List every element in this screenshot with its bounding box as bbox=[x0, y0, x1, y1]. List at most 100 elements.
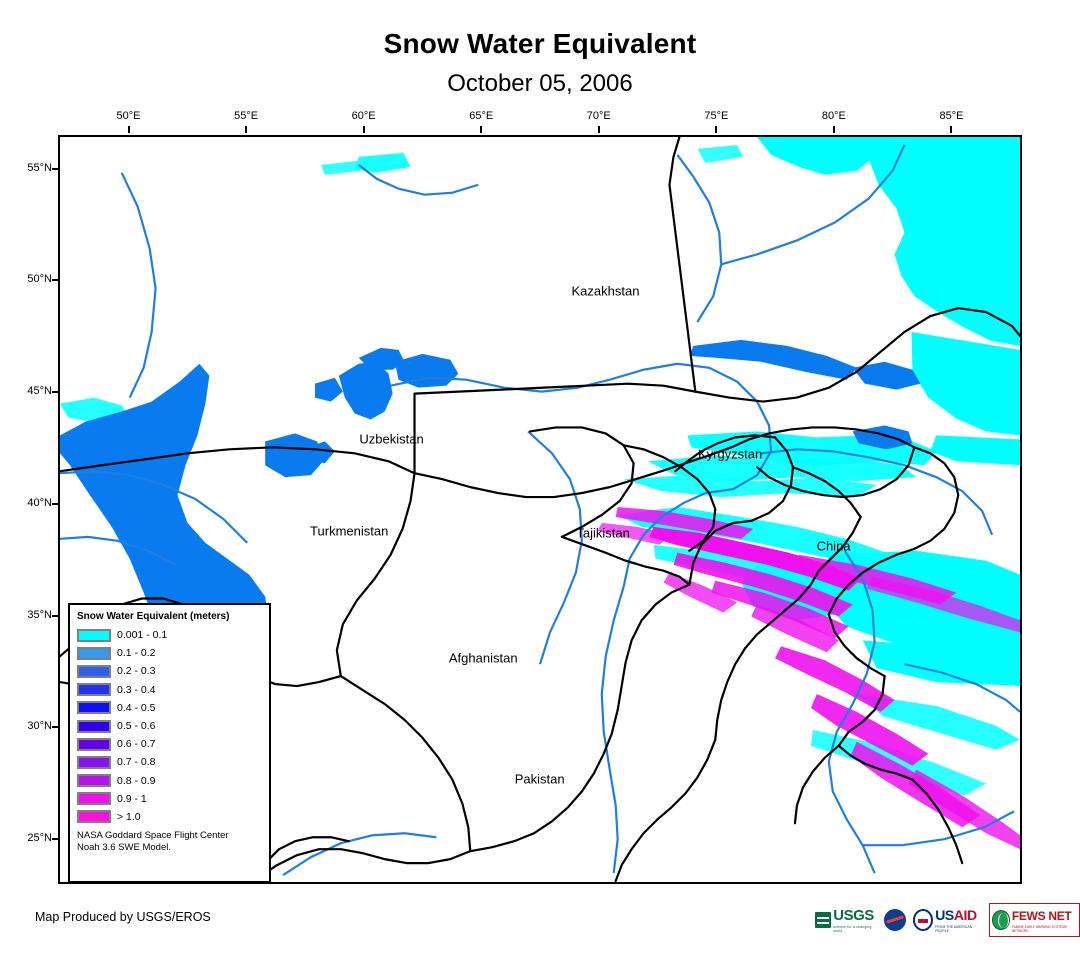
legend-swatch bbox=[77, 737, 111, 751]
lat-tick-label: 40°N bbox=[27, 496, 52, 509]
lon-tick-mark bbox=[245, 126, 248, 133]
rivers-layer bbox=[60, 144, 1020, 876]
legend-row[interactable]: 0.2 - 0.3 bbox=[77, 662, 262, 680]
agency-logos: USGS science for a changing world USAID … bbox=[815, 903, 1080, 937]
country-label-tajikistan: Tajikistan bbox=[576, 525, 630, 541]
legend-note-line2: Noah 3.6 SWE Model. bbox=[77, 842, 171, 854]
lat-tick-mark bbox=[52, 502, 59, 505]
lon-tick-label: 55°E bbox=[234, 110, 259, 122]
legend-row[interactable]: 0.8 - 0.9 bbox=[77, 772, 262, 790]
lat-tick-label: 55°N bbox=[27, 161, 52, 174]
legend-swatch bbox=[77, 774, 111, 788]
country-label-china: China bbox=[816, 538, 851, 554]
country-label-turkmenistan: Turkmenistan bbox=[310, 523, 389, 538]
country-label-uzbekistan: Uzbekistan bbox=[359, 431, 424, 447]
fews-logo-tagline: FAMINE EARLY WARNING SYSTEMS NETWORK bbox=[1011, 925, 1068, 933]
usgs-wave-icon bbox=[815, 912, 832, 928]
lat-tick-mark bbox=[52, 279, 59, 282]
nasa-logo[interactable] bbox=[884, 905, 907, 935]
legend-row[interactable]: 0.3 - 0.4 bbox=[77, 681, 262, 699]
legend-row[interactable]: 0.5 - 0.6 bbox=[77, 717, 262, 735]
page-title: Snow Water Equivalent bbox=[383, 28, 697, 59]
lon-tick-mark bbox=[715, 126, 718, 133]
legend-row[interactable]: 0.001 - 0.1 bbox=[77, 626, 262, 644]
lon-tick-label: 70°E bbox=[586, 110, 611, 122]
legend-label: > 1.0 bbox=[117, 810, 141, 823]
legend-row[interactable]: 0.1 - 0.2 bbox=[77, 644, 262, 662]
lon-tick-mark bbox=[127, 126, 130, 133]
legend-row[interactable]: 0.4 - 0.5 bbox=[77, 699, 262, 717]
legend-label: 0.3 - 0.4 bbox=[117, 683, 156, 696]
lat-tick-mark bbox=[52, 391, 59, 394]
map-credit: Map Produced by USGS/EROS bbox=[35, 910, 211, 924]
legend-label: 0.7 - 0.8 bbox=[117, 756, 156, 769]
fews-net-logo[interactable]: FEWS NET FAMINE EARLY WARNING SYSTEMS NE… bbox=[988, 903, 1080, 937]
lon-tick-label: 50°E bbox=[116, 110, 141, 122]
legend-row[interactable]: 0.7 - 0.8 bbox=[77, 753, 262, 771]
lat-tick-mark bbox=[52, 614, 59, 617]
country-label-kazakhstan: Kazakhstan bbox=[571, 283, 640, 299]
usaid-seal-icon bbox=[913, 909, 934, 931]
lat-tick-label: 30°N bbox=[27, 720, 52, 733]
map-legend[interactable]: Snow Water Equivalent (meters) 0.001 - 0… bbox=[68, 603, 271, 883]
legend-swatch bbox=[77, 810, 111, 824]
lon-tick-mark bbox=[597, 126, 600, 133]
page-subtitle: October 05, 2006 bbox=[447, 70, 633, 97]
lon-tick-label: 75°E bbox=[704, 110, 729, 122]
usaid-logo[interactable]: USAID FROM THE AMERICAN PEOPLE bbox=[913, 905, 982, 935]
legend-label: 0.1 - 0.2 bbox=[117, 647, 156, 660]
lat-tick-label: 25°N bbox=[27, 832, 52, 845]
usaid-logo-tagline: FROM THE AMERICAN PEOPLE bbox=[935, 925, 973, 933]
legend-label: 0.6 - 0.7 bbox=[117, 738, 156, 751]
legend-swatch bbox=[77, 755, 111, 769]
usgs-logo-text: USGS bbox=[833, 907, 874, 924]
lon-tick-mark bbox=[950, 126, 953, 133]
country-label-kyrgyzstan: Kyrgyzstan bbox=[697, 446, 763, 462]
lon-tick-label: 85°E bbox=[939, 110, 964, 122]
legend-label: 0.9 - 1 bbox=[117, 792, 147, 805]
lat-tick-mark bbox=[52, 167, 59, 170]
fews-logo-text: FEWS NET bbox=[1011, 909, 1072, 923]
usgs-logo-tagline: science for a changing world bbox=[833, 925, 872, 933]
legend-row[interactable]: 0.9 - 1 bbox=[77, 790, 262, 808]
lon-tick-mark bbox=[480, 126, 483, 133]
lon-tick-mark bbox=[362, 126, 365, 133]
nasa-meatball-icon bbox=[884, 909, 907, 931]
legend-swatch bbox=[77, 646, 111, 660]
legend-swatch bbox=[77, 628, 111, 642]
legend-label: 0.5 - 0.6 bbox=[117, 720, 156, 733]
usaid-logo-text: USAID bbox=[935, 907, 977, 923]
legend-note-line1: NASA Goddard Space Flight Center bbox=[77, 830, 229, 842]
lat-tick-mark bbox=[52, 838, 59, 841]
lat-tick-label: 50°N bbox=[27, 273, 52, 286]
legend-row[interactable]: > 1.0 bbox=[77, 808, 262, 826]
fews-globe-icon bbox=[991, 910, 1010, 930]
legend-swatch bbox=[77, 683, 111, 697]
swe-layer-high bbox=[597, 507, 1020, 850]
usgs-logo[interactable]: USGS science for a changing world bbox=[815, 905, 877, 935]
lat-tick-label: 45°N bbox=[27, 385, 52, 398]
legend-swatch bbox=[77, 719, 111, 733]
legend-title: Snow Water Equivalent (meters) bbox=[77, 611, 230, 622]
lon-tick-mark bbox=[832, 126, 835, 133]
legend-swatch bbox=[77, 701, 111, 715]
lon-tick-label: 60°E bbox=[351, 110, 376, 122]
legend-label: 0.2 - 0.3 bbox=[117, 665, 156, 678]
legend-row[interactable]: 0.6 - 0.7 bbox=[77, 735, 262, 753]
legend-label: 0.8 - 0.9 bbox=[117, 774, 156, 787]
legend-label: 0.4 - 0.5 bbox=[117, 701, 156, 714]
country-label-afghanistan: Afghanistan bbox=[448, 650, 518, 666]
country-labels: Kazakhstan Uzbekistan Turkmenistan Kyrgyzst… bbox=[60, 137, 1020, 882]
legend-swatch bbox=[77, 792, 111, 806]
lon-tick-label: 80°E bbox=[821, 110, 846, 122]
country-label-pakistan: Pakistan bbox=[514, 771, 565, 787]
lon-tick-label: 65°E bbox=[469, 110, 494, 122]
lat-tick-mark bbox=[52, 726, 59, 729]
lat-tick-label: 35°N bbox=[27, 608, 52, 621]
legend-class-list: 0.001 - 0.1 0.1 - 0.2 0.2 - 0.3 0.3 - 0.4 0.… bbox=[77, 626, 262, 826]
legend-label: 0.001 - 0.1 bbox=[117, 629, 168, 642]
legend-swatch bbox=[77, 664, 111, 678]
